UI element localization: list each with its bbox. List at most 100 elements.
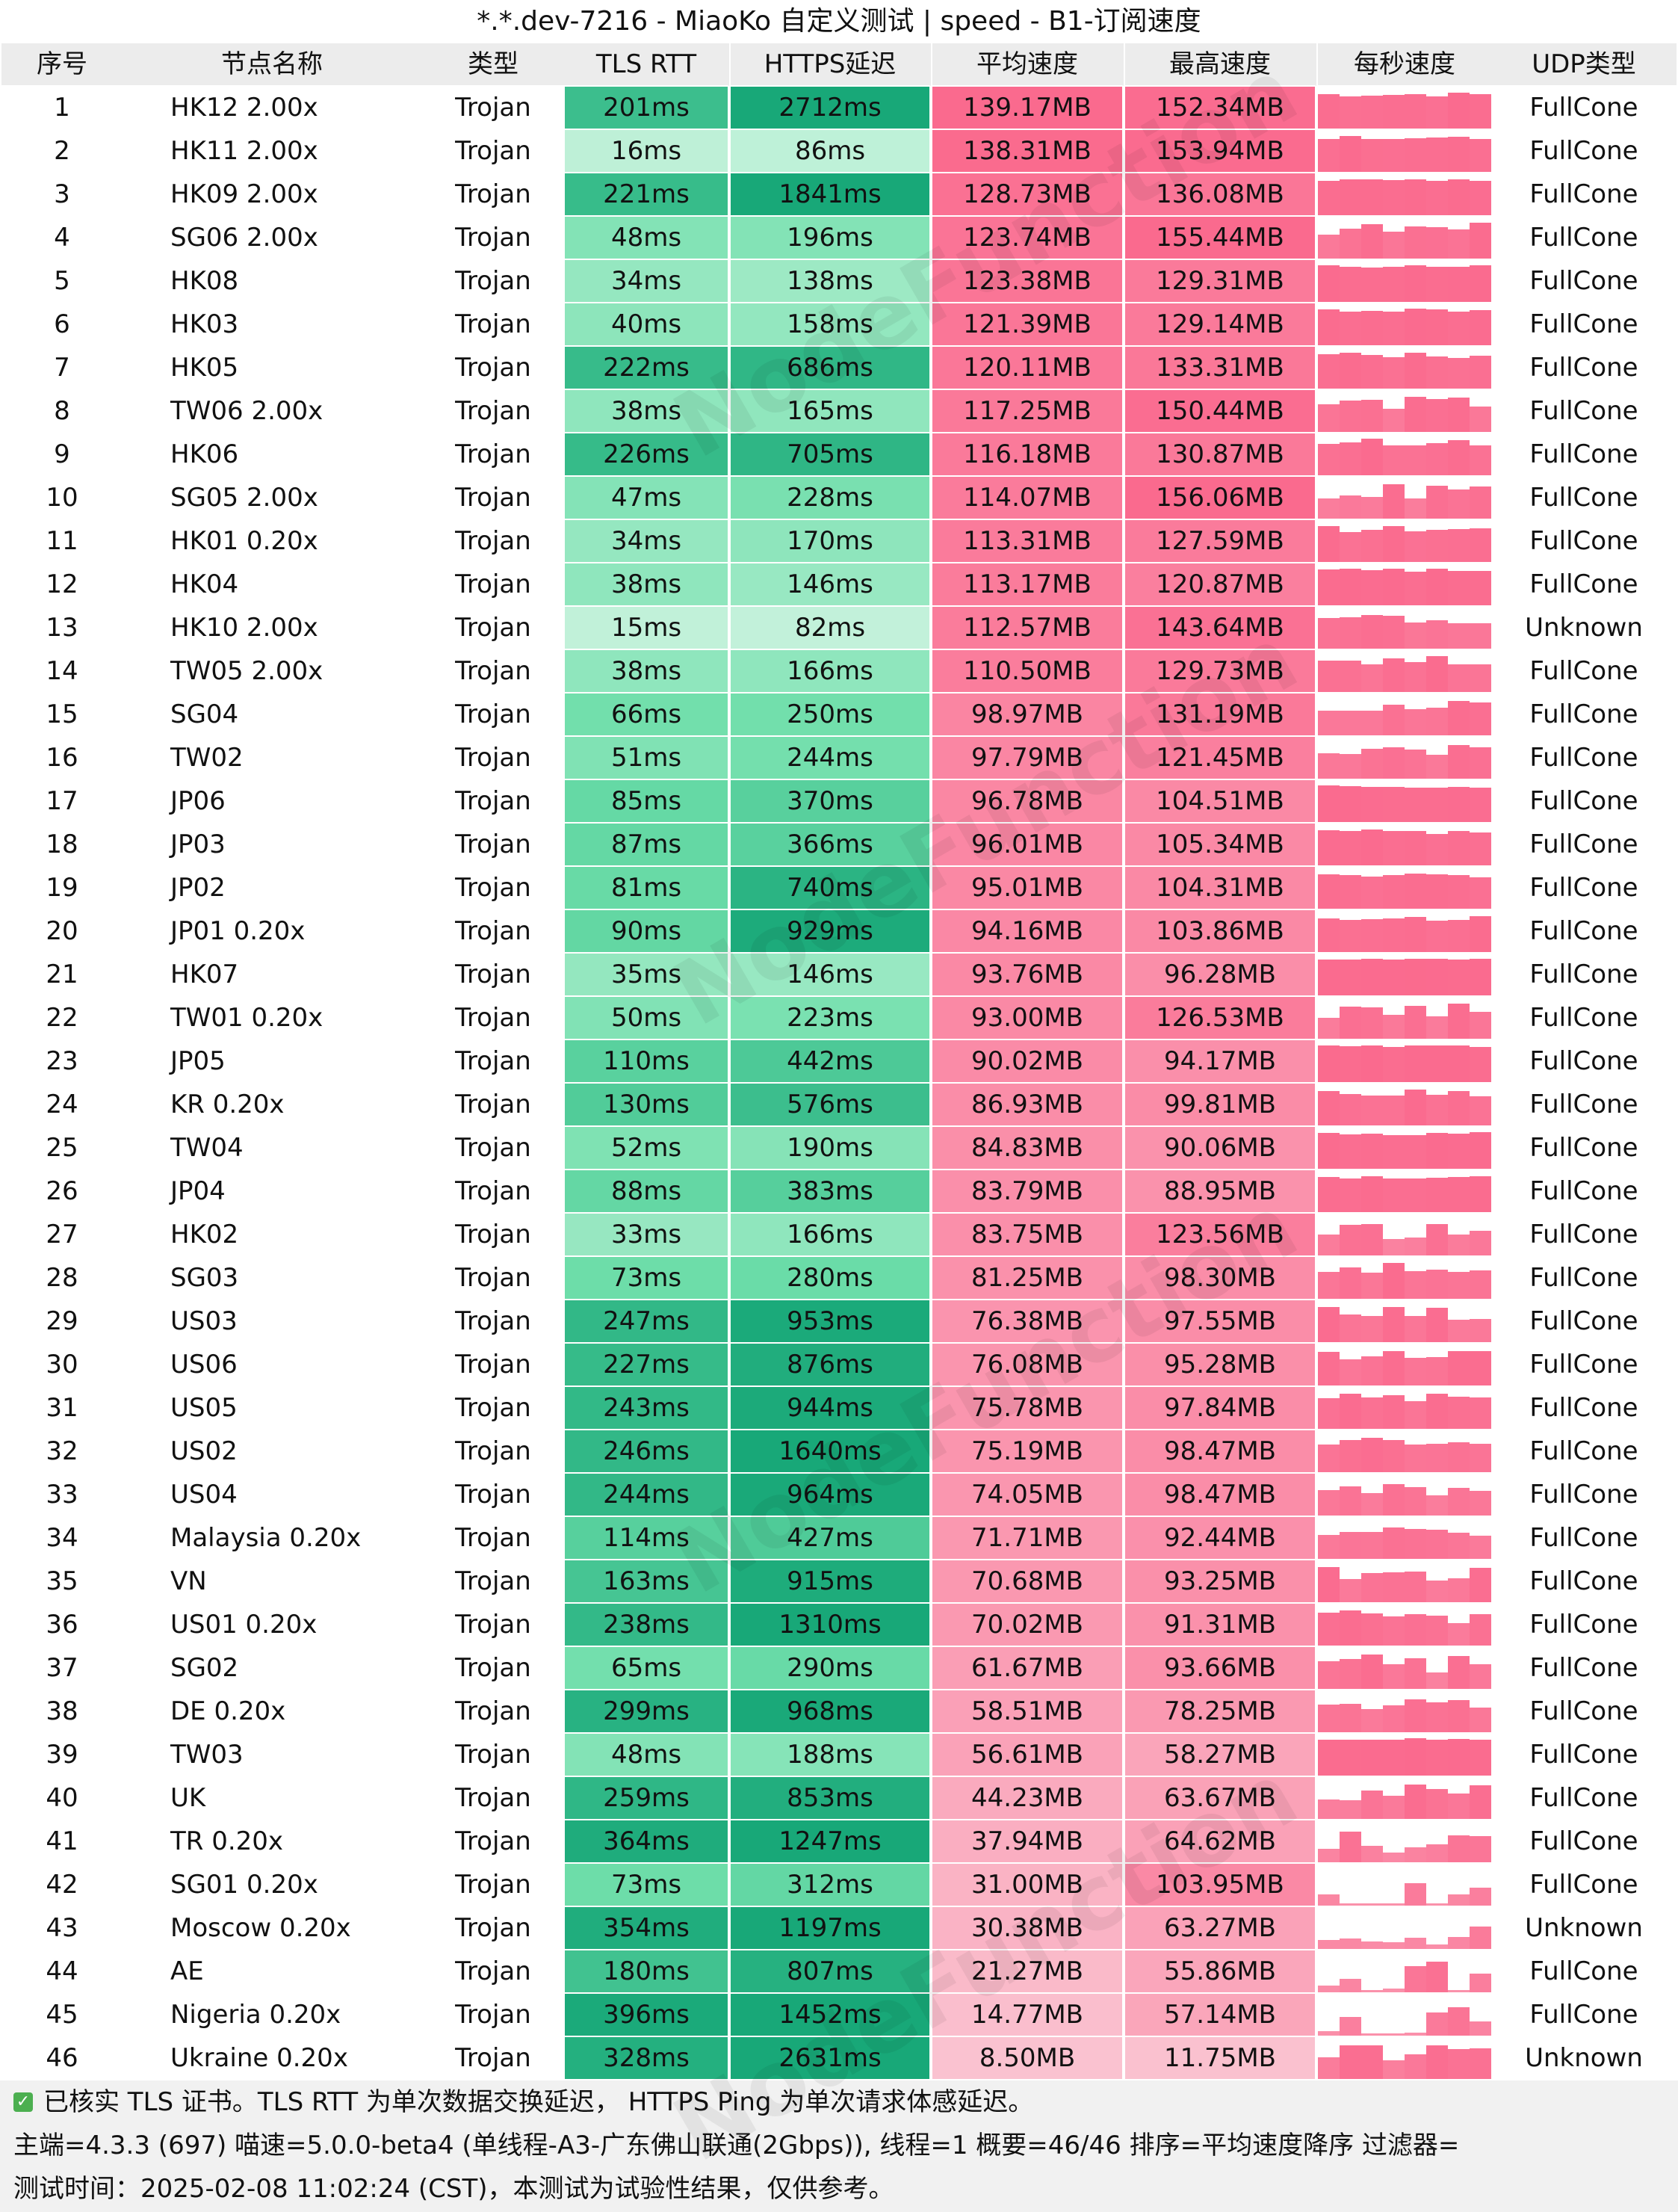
table-row[interactable]: 30 US06 Trojan 227ms 876ms 76.08MB 95.28MB Full…	[1, 1344, 1677, 1387]
table-row[interactable]: 22 TW01 0.20x Trojan 50ms 223ms 93.00MB 126.53…	[1, 997, 1677, 1040]
table-row[interactable]: 12 HK04 Trojan 38ms 146ms 113.17MB 120.87MB Ful…	[1, 563, 1677, 607]
table-row[interactable]: 39 TW03 Trojan 48ms 188ms 56.61MB 58.27MB FullC…	[1, 1734, 1677, 1777]
table-row[interactable]: 23 JP05 Trojan 110ms 442ms 90.02MB 94.17MB Full…	[1, 1040, 1677, 1084]
table-row[interactable]: 2 HK11 2.00x Trojan 16ms 86ms 138.31MB 153.94M…	[1, 130, 1677, 173]
row-max-speed: 11.75MB	[1125, 2037, 1316, 2080]
sparkline-bar	[1361, 830, 1383, 865]
table-row[interactable]: 8 TW06 2.00x Trojan 38ms 165ms 117.25MB 150.44…	[1, 390, 1677, 433]
table-row[interactable]: 27 HK02 Trojan 33ms 166ms 83.75MB 123.56MB Full…	[1, 1214, 1677, 1257]
sparkline-bar	[1426, 1672, 1448, 1689]
flag-icon	[139, 578, 158, 591]
row-tls-rtt: 16ms	[565, 130, 729, 173]
table-row[interactable]: 17 JP06 Trojan 85ms 370ms 96.78MB 104.51MB Full…	[1, 780, 1677, 824]
sparkline-bar	[1340, 1740, 1361, 1776]
row-avg-speed: 83.79MB	[932, 1170, 1124, 1213]
table-row[interactable]: 42 SG01 0.20x Trojan 73ms 312ms 31.00MB 103.95…	[1, 1864, 1677, 1907]
table-row[interactable]: 25 TW04 Trojan 52ms 190ms 84.83MB 90.06MB FullC…	[1, 1127, 1677, 1170]
table-row[interactable]: 10 SG05 2.00x Trojan 47ms 228ms 114.07MB 156.0…	[1, 477, 1677, 520]
header-tls-rtt[interactable]: TLS RTT	[565, 43, 729, 86]
sparkline-bar	[1426, 788, 1448, 822]
table-row[interactable]: 20 JP01 0.20x Trojan 90ms 929ms 94.16MB 103.86…	[1, 910, 1677, 954]
row-https-latency: 280ms	[731, 1257, 931, 1300]
table-row[interactable]: 33 US04 Trojan 244ms 964ms 74.05MB 98.47MB Full…	[1, 1474, 1677, 1517]
table-row[interactable]: 18 JP03 Trojan 87ms 366ms 96.01MB 105.34MB Full…	[1, 824, 1677, 867]
flag-icon	[139, 968, 158, 981]
header-https-latency[interactable]: HTTPS延迟	[731, 43, 931, 86]
header-udp-type[interactable]: UDP类型	[1491, 43, 1677, 86]
sparkline-bar	[1318, 1091, 1340, 1125]
table-row[interactable]: 32 US02 Trojan 246ms 1640ms 75.19MB 98.47MB Ful…	[1, 1430, 1677, 1474]
table-row[interactable]: 44 AE Trojan 180ms 807ms 21.27MB 55.86MB FullCo…	[1, 1950, 1677, 1994]
sparkline-bar	[1383, 1015, 1405, 1039]
table-row[interactable]: 35 VN Trojan 163ms 915ms 70.68MB 93.25MB FullCo…	[1, 1560, 1677, 1604]
header-avg-speed[interactable]: 平均速度	[932, 43, 1124, 86]
table-row[interactable]: 19 JP02 Trojan 81ms 740ms 95.01MB 104.31MB Full…	[1, 867, 1677, 910]
table-row[interactable]: 38 DE 0.20x Trojan 299ms 968ms 58.51MB 78.25MB…	[1, 1690, 1677, 1734]
table-row[interactable]: 26 JP04 Trojan 88ms 383ms 83.79MB 88.95MB FullC…	[1, 1170, 1677, 1214]
table-row[interactable]: 43 Moscow 0.20x Trojan 354ms 1197ms 30.38MB 63…	[1, 1907, 1677, 1950]
table-row[interactable]: 9 HK06 Trojan 226ms 705ms 116.18MB 130.87MB Ful…	[1, 433, 1677, 477]
sparkline-bar	[1405, 1045, 1426, 1082]
header-index[interactable]: 序号	[1, 43, 123, 86]
table-row[interactable]: 14 TW05 2.00x Trojan 38ms 166ms 110.50MB 129.7…	[1, 650, 1677, 693]
table-row[interactable]: 24 KR 0.20x Trojan 130ms 576ms 86.93MB 99.81MB…	[1, 1084, 1677, 1127]
row-type: Trojan	[421, 1604, 565, 1646]
sparkline-bar	[1383, 1351, 1405, 1385]
row-max-speed: 120.87MB	[1125, 563, 1316, 606]
table-row[interactable]: 40 UK Trojan 259ms 853ms 44.23MB 63.67MB FullCo…	[1, 1777, 1677, 1820]
row-udp-type: FullCone	[1491, 737, 1677, 779]
row-node-name: SG06 2.00x	[123, 217, 421, 259]
table-row[interactable]: 31 US05 Trojan 243ms 944ms 75.78MB 97.84MB Full…	[1, 1387, 1677, 1430]
table-row[interactable]: 28 SG03 Trojan 73ms 280ms 81.25MB 98.30MB FullC…	[1, 1257, 1677, 1300]
sparkline-bar	[1470, 1785, 1491, 1819]
row-type: Trojan	[421, 1994, 565, 2036]
row-tls-rtt: 48ms	[565, 1734, 729, 1776]
row-node-name: HK05	[123, 347, 421, 389]
table-row[interactable]: 36 US01 0.20x Trojan 238ms 1310ms 70.02MB 91.3…	[1, 1604, 1677, 1647]
sparkline-bar	[1383, 658, 1405, 692]
sparkline-bar	[1340, 2017, 1361, 2036]
table-row[interactable]: 46 Ukraine 0.20x Trojan 328ms 2631ms 8.50MB 11…	[1, 2037, 1677, 2080]
sparkline-bar	[1448, 1700, 1470, 1732]
table-row[interactable]: 11 HK01 0.20x Trojan 34ms 170ms 113.31MB 127.5…	[1, 520, 1677, 563]
table-row[interactable]: 45 Nigeria 0.20x Trojan 396ms 1452ms 14.77MB 5…	[1, 1994, 1677, 2037]
header-type[interactable]: 类型	[421, 43, 565, 86]
table-row[interactable]: 7 HK05 Trojan 222ms 686ms 120.11MB 133.31MB Ful…	[1, 347, 1677, 390]
header-per-second-speed[interactable]: 每秒速度	[1318, 43, 1491, 86]
sparkline-bar	[1405, 750, 1426, 779]
table-row[interactable]: 1 HK12 2.00x Trojan 201ms 2712ms 139.17MB 152.…	[1, 87, 1677, 130]
row-speed-sparkline	[1318, 954, 1491, 996]
row-speed-sparkline	[1318, 390, 1491, 433]
table-row[interactable]: 4 SG06 2.00x Trojan 48ms 196ms 123.74MB 155.44…	[1, 217, 1677, 260]
sparkline-bar	[1426, 1357, 1448, 1385]
row-speed-sparkline	[1318, 1777, 1491, 1820]
row-node-name: Moscow 0.20x	[123, 1907, 421, 1950]
header-node-name[interactable]: 节点名称	[123, 43, 421, 86]
table-row[interactable]: 13 HK10 2.00x Trojan 15ms 82ms 112.57MB 143.64…	[1, 607, 1677, 650]
row-index: 27	[1, 1214, 123, 1256]
flag-icon	[139, 1531, 158, 1545]
table-row[interactable]: 21 HK07 Trojan 35ms 146ms 93.76MB 96.28MB FullC…	[1, 954, 1677, 997]
table-row[interactable]: 3 HK09 2.00x Trojan 221ms 1841ms 128.73MB 136.…	[1, 173, 1677, 217]
sparkline-bar	[1426, 708, 1448, 735]
table-row[interactable]: 41 TR 0.20x Trojan 364ms 1247ms 37.94MB 64.62M…	[1, 1820, 1677, 1864]
sparkline-bar	[1383, 312, 1405, 345]
row-node-name: US06	[123, 1344, 421, 1386]
flag-icon	[139, 101, 158, 114]
row-avg-speed: 97.79MB	[932, 737, 1124, 779]
table-row[interactable]: 16 TW02 Trojan 51ms 244ms 97.79MB 121.45MB Full…	[1, 737, 1677, 780]
header-max-speed[interactable]: 最高速度	[1125, 43, 1316, 86]
sparkline-bar	[1361, 1791, 1383, 1819]
sparkline-bar	[1383, 139, 1405, 172]
table-row[interactable]: 6 HK03 Trojan 40ms 158ms 121.39MB 129.14MB Full…	[1, 303, 1677, 347]
table-row[interactable]: 15 SG04 Trojan 66ms 250ms 98.97MB 131.19MB Full…	[1, 693, 1677, 737]
sparkline-bar	[1426, 1444, 1448, 1472]
table-row[interactable]: 5 HK08 Trojan 34ms 138ms 123.38MB 129.31MB Full…	[1, 260, 1677, 303]
row-https-latency: 223ms	[731, 997, 931, 1039]
table-row[interactable]: 34 Malaysia 0.20x Trojan 114ms 427ms 71.71MB 9…	[1, 1517, 1677, 1560]
table-row[interactable]: 29 US03 Trojan 247ms 953ms 76.38MB 97.55MB Full…	[1, 1300, 1677, 1344]
sparkline-bar	[1340, 229, 1361, 259]
row-speed-sparkline	[1318, 87, 1491, 129]
sparkline-bar	[1318, 1045, 1340, 1082]
table-row[interactable]: 37 SG02 Trojan 65ms 290ms 61.67MB 93.66MB FullC…	[1, 1647, 1677, 1690]
